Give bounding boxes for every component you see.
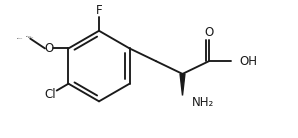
Text: methoxy: methoxy xyxy=(17,38,24,39)
Text: methoxy: methoxy xyxy=(26,36,32,37)
Text: OH: OH xyxy=(239,55,257,68)
Text: methoxy: methoxy xyxy=(28,36,35,38)
Text: O: O xyxy=(44,42,54,55)
Text: F: F xyxy=(96,4,102,17)
Polygon shape xyxy=(180,74,185,95)
Text: Cl: Cl xyxy=(44,88,56,101)
Text: NH₂: NH₂ xyxy=(192,96,215,109)
Text: O: O xyxy=(204,26,214,39)
